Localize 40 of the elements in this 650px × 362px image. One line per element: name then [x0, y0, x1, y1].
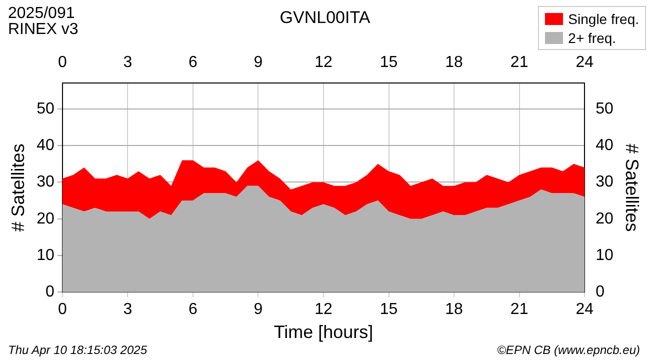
x-axis-title: Time [hours]	[274, 322, 374, 342]
y-tick-label: 50	[36, 100, 54, 118]
y2-tick-label: 20	[596, 210, 614, 228]
y2-tick-label: 40	[596, 136, 614, 154]
x2-tick-label: 6	[188, 54, 198, 72]
x-tick-label: 15	[380, 301, 398, 318]
y2-tick-label: 50	[596, 100, 614, 118]
legend-label: Single freq.	[567, 10, 639, 28]
x2-tick-label: 15	[380, 54, 398, 72]
y-tick-label: 40	[36, 136, 54, 154]
x2-tick-label: 3	[123, 54, 132, 72]
x2-tick-label: 24	[576, 54, 594, 72]
y2-axis-title: # Satellites	[622, 144, 642, 232]
x2-tick-label: 12	[314, 54, 332, 72]
text: Thu Apr 10 18:15:03 2025	[8, 343, 147, 357]
y-tick-label: 30	[36, 174, 54, 191]
x-tick-label: 0	[58, 301, 67, 318]
text: ©EPN CB (www.epncb.eu)	[497, 343, 640, 357]
chart-title: GVNL00ITA	[280, 8, 370, 27]
y-tick-label: 0	[45, 284, 54, 301]
y-axis-title: # Satellites	[8, 144, 28, 232]
text: RINEX v3	[8, 21, 78, 38]
x-tick-label: 6	[188, 301, 198, 318]
x-tick-label: 12	[314, 301, 332, 318]
text: 2025/091	[8, 5, 75, 22]
y2-tick-label: 30	[596, 174, 614, 191]
x2-tick-label: 9	[254, 54, 263, 72]
x-tick-label: 18	[445, 301, 464, 318]
x-tick-label: 3	[123, 301, 132, 318]
x-tick-label: 9	[254, 301, 263, 318]
y2-tick-label: 10	[596, 246, 614, 264]
x2-tick-label: 18	[445, 54, 464, 72]
x2-tick-label: 21	[510, 54, 528, 72]
x2-tick-label: 0	[58, 54, 67, 72]
x-tick-label: 24	[576, 301, 594, 318]
x-tick-label: 21	[510, 301, 528, 318]
legend-label: 2+ freq.	[567, 28, 618, 47]
y-tick-label: 10	[36, 246, 54, 264]
y2-tick-label: 0	[596, 284, 605, 301]
y-tick-label: 20	[36, 210, 54, 228]
